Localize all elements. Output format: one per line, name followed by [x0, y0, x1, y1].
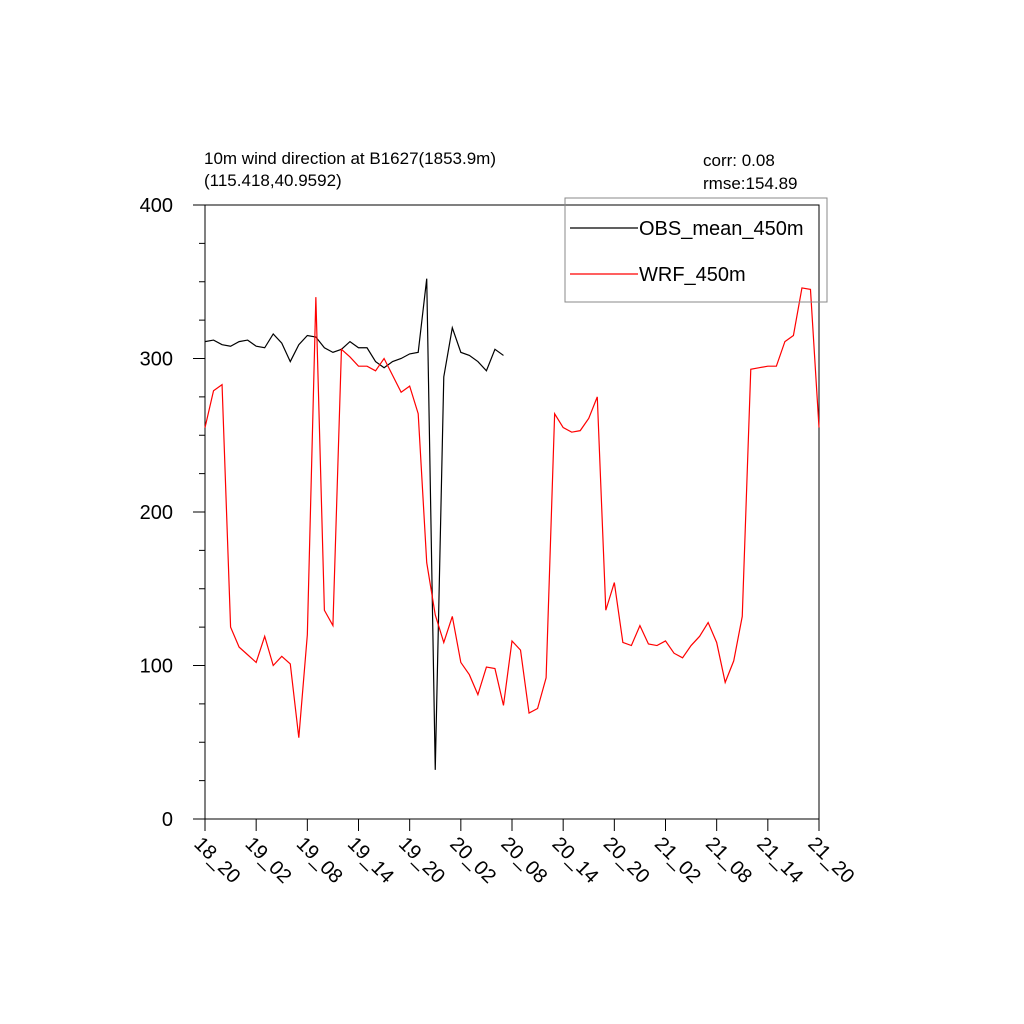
data-line	[204, 278, 504, 770]
annotation: rmse:154.89	[703, 174, 798, 193]
x-tick-label: 20_02	[445, 833, 500, 888]
legend-label: OBS_mean_450m	[639, 218, 804, 240]
x-tick-label: 20_14	[548, 833, 603, 888]
x-tick-label: 21_02	[650, 833, 705, 888]
chart-subtitle: (115.418,40.9592)	[204, 171, 342, 190]
legend-label: WRF_450m	[639, 264, 746, 286]
chart-title: 10m wind direction at B1627(1853.9m)	[204, 149, 496, 168]
data-line	[204, 287, 820, 738]
x-tick-label: 21_20	[803, 833, 858, 888]
x-tick-label: 19_20	[394, 833, 449, 888]
x-tick-label: 19_14	[343, 833, 398, 888]
x-tick-label: 18_20	[189, 833, 244, 888]
x-tick-label: 21_14	[752, 833, 807, 888]
x-tick-label: 19_02	[241, 833, 296, 888]
annotation: corr: 0.08	[703, 151, 775, 170]
x-tick-label: 20_20	[599, 833, 654, 888]
x-tick-label: 21_08	[701, 833, 756, 888]
y-tick-label: 400	[140, 195, 173, 217]
y-tick-label: 300	[140, 349, 173, 371]
y-tick-label: 0	[162, 809, 173, 831]
legend-box	[564, 197, 828, 303]
y-tick-label: 100	[140, 656, 173, 678]
x-tick-label: 20_08	[496, 833, 551, 888]
x-tick-label: 19_08	[292, 833, 347, 888]
y-tick-label: 200	[140, 502, 173, 524]
